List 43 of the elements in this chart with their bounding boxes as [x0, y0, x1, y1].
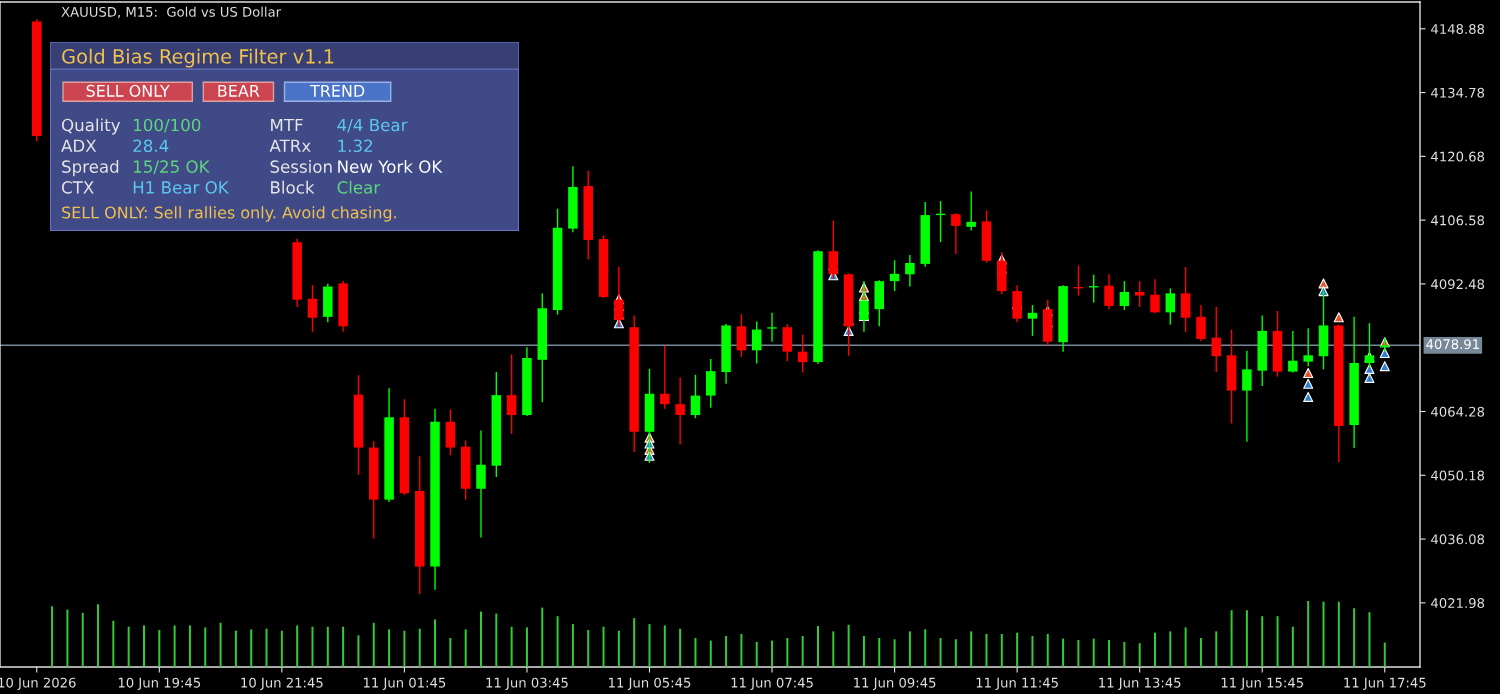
y-tick-label: 4092.48 — [1431, 279, 1485, 290]
y-tick-label: 4106.58 — [1431, 215, 1485, 226]
x-tick-label: 11 Jun 03:45 — [486, 677, 568, 691]
annotation: Block — [271, 180, 315, 194]
x-tick-label: 11 Jun 09:45 — [854, 677, 936, 691]
annotation: TREND — [309, 85, 365, 97]
ref-line-label: 4078.91 — [1426, 339, 1479, 350]
text: Gold Bias Regime Filter v1.1 — [62, 48, 334, 68]
x-tick-label: 11 Jun 13:45 — [1099, 677, 1181, 691]
x-tick-label: 11 Jun 07:45 — [731, 677, 813, 691]
annotation: Spread — [62, 160, 119, 177]
annotation: 15/25 OK — [134, 160, 210, 175]
y-tick-label: 4120.68 — [1431, 151, 1485, 162]
y-tick-label: 4134.78 — [1431, 87, 1485, 98]
annotation: ATRx — [269, 139, 311, 152]
annotation: 4/4 Bear — [337, 118, 408, 133]
x-tick-label: 11 Jun 11:45 — [976, 677, 1058, 691]
annotation: SELL ONLY — [86, 84, 170, 97]
y-tick-label: 4021.98 — [1431, 598, 1485, 609]
x-tick-label: 11 Jun 15:45 — [1221, 677, 1303, 691]
x-tick-label: 11 Jun 17:45 — [1344, 677, 1426, 691]
annotation: SELL ONLY: Sell rallies only. Avoid chasing. — [62, 206, 396, 222]
annotation: Quality — [61, 118, 121, 135]
annotation: BEAR — [218, 85, 260, 97]
annotation: CTX — [61, 181, 94, 194]
annotation: H1 Bear OK — [133, 181, 230, 194]
annotation: Clear — [337, 180, 381, 194]
annotation: MTF — [271, 118, 303, 132]
y-tick-label: 4148.88 — [1431, 24, 1485, 34]
y-tick-label: 4064.28 — [1431, 406, 1485, 417]
annotation: Session — [270, 160, 332, 173]
annotation: New York OK — [338, 160, 443, 173]
annotation: ADX — [61, 139, 97, 152]
y-tick-label: 4036.08 — [1431, 534, 1485, 545]
annotation: 1.32 — [338, 139, 373, 153]
annotation: 100/100 — [134, 118, 201, 133]
x-tick-label: 11 Jun 01:45 — [363, 677, 446, 691]
y-tick-label: 4050.18 — [1431, 470, 1485, 481]
x-tick-label: 11 Jun 05:45 — [609, 677, 691, 691]
chart-title: XAUUSD, M15: Gold vs US Dollar — [61, 6, 282, 19]
x-tick-label: 10 Jun 21:45 — [241, 677, 323, 691]
annotation: 28.4 — [133, 139, 169, 153]
x-tick-label: 10 Jun 19:45 — [118, 677, 201, 691]
